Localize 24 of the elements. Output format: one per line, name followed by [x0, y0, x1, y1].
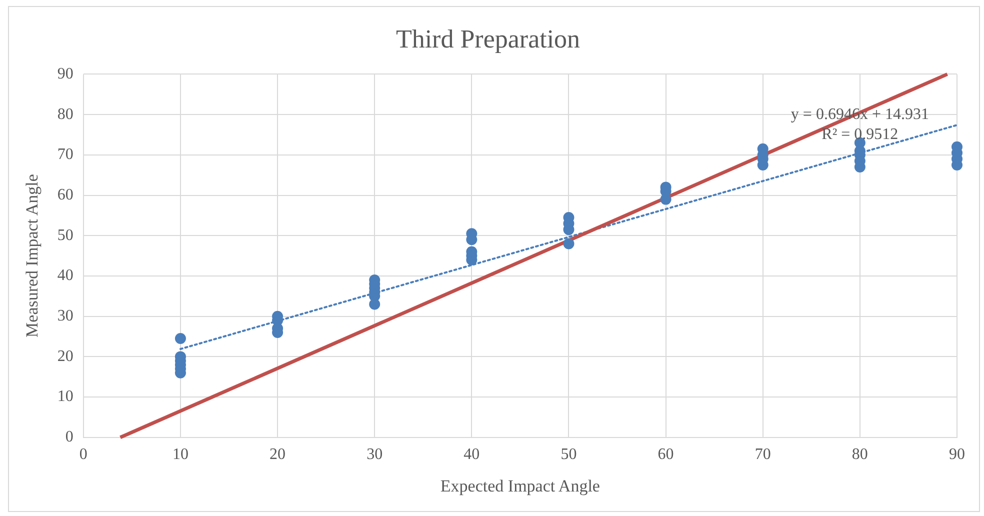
x-tick-label: 30: [366, 446, 383, 464]
y-tick-label: 90: [57, 65, 74, 82]
y-tick-label: 80: [57, 106, 74, 123]
y-tick-label: 0: [65, 428, 74, 446]
x-tick-label: 0: [79, 446, 88, 464]
x-tick-label: 10: [172, 446, 188, 464]
y-tick-label: 10: [57, 388, 74, 406]
x-tick-label: 20: [270, 446, 286, 464]
y-axis-title: Measured Impact Angle: [22, 174, 42, 338]
y-tick-label: 50: [57, 226, 74, 244]
x-tick-label: 60: [658, 446, 674, 464]
x-tick-label: 50: [560, 446, 577, 464]
y-tick-label: 60: [57, 186, 74, 204]
x-tick-label: 40: [464, 446, 480, 464]
y-tick-label: 20: [57, 348, 74, 365]
y-tick-label: 40: [57, 267, 74, 284]
annotation: R² = 0.9512: [822, 126, 898, 143]
chart-title: Third Preparation: [396, 24, 580, 54]
x-tick-label: 80: [852, 446, 868, 464]
x-axis-title: Expected Impact Angle: [440, 476, 600, 496]
x-tick-label: 90: [949, 446, 965, 464]
x-tick-label: 70: [754, 446, 771, 464]
y-tick-label: 30: [57, 308, 74, 325]
y-tick-label: 70: [57, 146, 74, 164]
